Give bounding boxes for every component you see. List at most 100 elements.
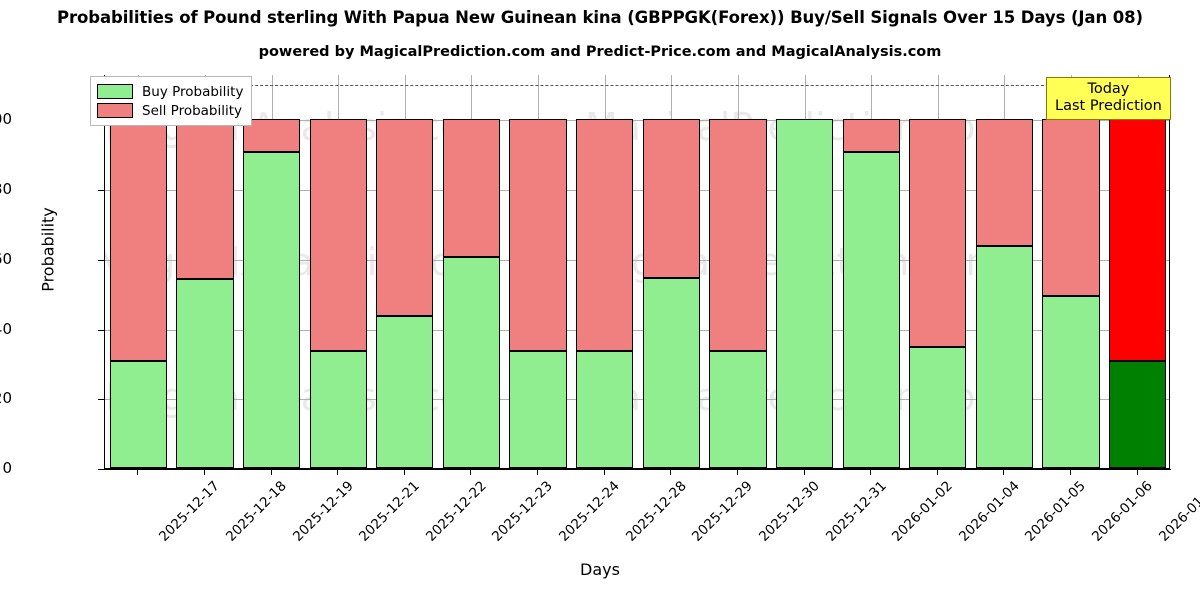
legend-item-sell: Sell Probability [97,101,243,120]
bar-segment-sell [1109,119,1167,361]
bar-segment-buy [309,350,367,468]
x-axis-line [104,469,1171,470]
x-tick-mark [1137,470,1138,475]
x-tick-label-2025-12-30: 2025-12-30 [755,478,823,545]
bar-segment-buy [1109,360,1167,468]
x-tick-mark [404,470,405,475]
bar-segment-buy [842,151,900,468]
x-tick-label-2025-12-17: 2025-12-17 [156,478,224,545]
y-tick-mark [98,329,104,331]
gridline-horizontal [105,329,1169,331]
x-tick-label-2025-12-28: 2025-12-28 [622,478,690,545]
bar-segment-sell [109,119,167,361]
bar-segment-buy [909,346,967,468]
y-axis-title: Probability [38,207,58,292]
bar-segment-buy [775,119,834,468]
bar-segment-sell [642,119,700,278]
y-tick-mark [98,190,104,192]
legend-label-sell: Sell Probability [142,102,243,119]
chart-legend: Buy Probability Sell Probability [90,76,253,126]
x-tick-mark [470,470,471,475]
x-tick-mark [537,470,538,475]
x-tick-label-2026-01-02: 2026-01-02 [889,478,956,545]
y-tick-mark [98,469,104,470]
x-tick-mark [137,470,138,475]
x-tick-label-2025-12-23: 2025-12-23 [489,478,557,545]
x-tick-label-2025-12-21: 2025-12-21 [356,478,423,545]
threshold-dashed-line [105,85,1169,87]
x-tick-mark [937,470,938,475]
bar-segment-buy [642,277,700,468]
bar-segment-buy [376,315,434,468]
bar-2025-12-17[interactable] [109,75,167,468]
x-tick-mark [804,470,805,475]
bar-segment-buy [1042,296,1100,468]
x-tick-label-2025-12-31: 2025-12-31 [822,478,890,545]
x-tick-label-2026-01-05: 2026-01-05 [1022,478,1090,545]
bar-segment-sell [509,119,567,352]
gridline-horizontal [105,120,1169,122]
bar-2025-12-19[interactable] [242,75,301,468]
x-tick-label-2026-01-06: 2026-01-06 [1089,478,1156,545]
today-annotation: Today Last Prediction [1046,77,1171,120]
bar-2025-12-22[interactable] [376,75,434,468]
today-annotation-line2: Last Prediction [1055,98,1162,114]
bar-2025-12-28[interactable] [576,75,634,468]
bar-segment-sell [709,119,767,352]
x-tick-mark [670,470,671,475]
chart-subtitle: powered by MagicalPrediction.com and Pre… [258,44,942,60]
x-tick-mark [271,470,272,475]
bar-2025-12-29[interactable] [642,75,700,468]
legend-swatch-buy-icon [97,84,133,99]
bar-2026-01-07[interactable] [1109,75,1167,468]
bar-2025-12-18[interactable] [176,75,234,468]
gridline-horizontal [105,190,1169,192]
bar-2025-12-31[interactable] [775,75,834,468]
bar-segment-buy [576,351,634,468]
x-tick-mark [204,470,205,475]
bar-segment-sell [975,119,1034,246]
x-tick-mark [737,470,738,475]
gridline-horizontal [105,259,1169,261]
gridline-horizontal [105,399,1169,401]
y-tick-mark [98,399,104,401]
x-tick-label-2025-12-18: 2025-12-18 [222,478,290,545]
y-axis-line [104,75,105,470]
bar-2025-12-30[interactable] [709,75,767,468]
bar-segment-sell [909,119,967,347]
bar-2025-12-24[interactable] [509,75,567,468]
bar-segment-sell [176,119,234,279]
bar-2026-01-06[interactable] [1042,75,1100,468]
x-tick-label-2025-12-22: 2025-12-22 [422,478,490,545]
plot-area: MagicalAnalysis.comMagicalPrediction.com… [104,75,1170,469]
x-tick-mark [337,470,338,475]
x-tick-mark [604,470,605,475]
plot-inner: MagicalAnalysis.comMagicalPrediction.com… [105,75,1169,468]
bar-segment-sell [842,119,900,152]
chart-title: Probabilities of Pound sterling With Pap… [57,8,1143,27]
bar-segment-buy [109,360,167,468]
legend-swatch-sell-icon [97,103,133,118]
x-tick-label-2026-01-04: 2026-01-04 [955,478,1023,545]
x-axis-title: Days [580,560,620,579]
bar-segment-sell [576,119,634,352]
bar-2026-01-04[interactable] [909,75,967,468]
x-tick-label-2025-12-29: 2025-12-29 [689,478,757,545]
legend-label-buy: Buy Probability [142,83,244,100]
bar-segment-buy [442,257,501,468]
bar-2026-01-05[interactable] [975,75,1034,468]
bar-segment-buy [975,245,1034,468]
y-tick-label: 100 [0,110,12,129]
bar-segment-sell [309,119,367,351]
bar-segment-sell [376,119,434,316]
y-tick-label: 60 [0,249,12,268]
bar-2026-01-02[interactable] [842,75,900,468]
bar-segment-buy [176,279,234,468]
bar-segment-buy [709,351,767,468]
bar-2025-12-23[interactable] [442,75,501,468]
bar-segment-buy [509,351,567,468]
x-tick-label-2025-12-19: 2025-12-19 [289,478,357,545]
x-tick-mark [1003,470,1004,475]
bar-2025-12-21[interactable] [309,75,367,468]
